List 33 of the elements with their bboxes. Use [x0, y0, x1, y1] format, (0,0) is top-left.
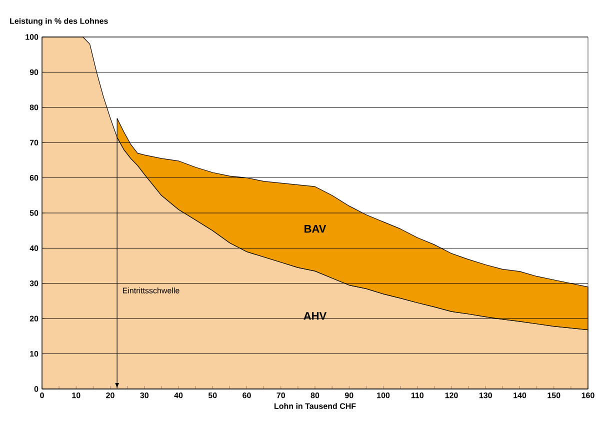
x-tick-label: 0	[40, 392, 44, 398]
x-tick-label: 140	[514, 392, 526, 398]
y-tick-label: 0	[34, 386, 38, 392]
y-tick-label: 30	[30, 280, 38, 286]
y-tick-label: 10	[30, 350, 38, 357]
y-tick-label: 50	[30, 210, 38, 216]
x-tick-label: 70	[276, 392, 285, 398]
ref-line-label: Eintrittsschwelle	[122, 287, 180, 294]
x-tick-label: 90	[344, 392, 354, 398]
x-tick-label: 30	[140, 392, 149, 398]
x-tick-label: 150	[548, 392, 560, 398]
x-tick-label: 40	[174, 392, 183, 398]
x-tick-label: 110	[411, 392, 424, 398]
series-label: BAV	[304, 225, 326, 233]
x-tick-label: 60	[242, 392, 251, 398]
y-tick-label: 40	[30, 245, 38, 252]
x-tick-label: 120	[445, 392, 458, 398]
y-tick-label: 20	[30, 316, 38, 322]
y-tick-label: 100	[26, 34, 38, 40]
x-tick-label: 50	[208, 392, 217, 398]
y-tick-label: 70	[30, 140, 38, 146]
x-tick-label: 20	[106, 392, 114, 398]
x-tick-label: 100	[377, 392, 390, 398]
x-tick-label: 10	[72, 392, 80, 398]
x-tick-label: 160	[582, 392, 594, 398]
series-label: AHV	[304, 312, 327, 320]
x-axis-title: Lohn in Tausend CHF	[274, 403, 356, 409]
x-tick-label: 80	[310, 392, 320, 398]
x-tick-label: 130	[479, 392, 492, 398]
y-tick-label: 90	[30, 69, 38, 76]
y-axis-title: Leistung in % des Lohnes	[10, 18, 108, 26]
y-tick-label: 60	[30, 174, 38, 181]
y-tick-label: 80	[30, 104, 38, 110]
